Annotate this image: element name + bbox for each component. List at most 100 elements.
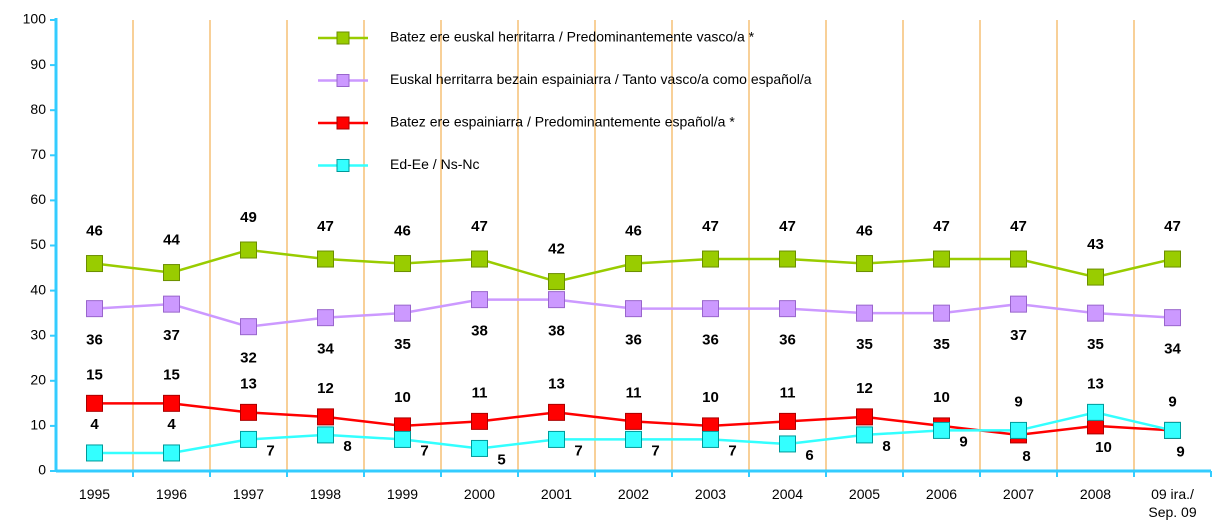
x-tick-label: 2005: [848, 486, 881, 502]
marker: [702, 250, 719, 268]
marker: [163, 444, 180, 462]
marker: [856, 304, 873, 322]
marker: [471, 250, 488, 268]
data-label: 34: [317, 341, 334, 358]
data-label: 8: [882, 438, 890, 455]
y-tick-label: 60: [30, 191, 46, 207]
data-label: 4: [90, 416, 99, 433]
data-label: 35: [394, 336, 411, 353]
y-tick-label: 20: [30, 372, 46, 388]
legend-label: Batez ere euskal herritarra / Predominan…: [390, 29, 755, 45]
legend-label: Batez ere espainiarra / Predominantement…: [390, 114, 735, 130]
marker: [1164, 309, 1181, 327]
marker: [240, 430, 257, 448]
y-tick-label: 30: [30, 326, 46, 342]
marker: [856, 426, 873, 444]
marker: [548, 430, 565, 448]
data-label: 37: [1010, 327, 1027, 344]
data-label: 13: [548, 375, 565, 392]
x-tick-label: 2007: [1002, 486, 1035, 502]
data-label: 36: [779, 332, 796, 349]
y-tick-label: 50: [30, 236, 46, 252]
data-label: 36: [86, 332, 103, 349]
data-label: 46: [86, 223, 103, 240]
data-label: 11: [472, 384, 488, 401]
data-label: 47: [933, 218, 950, 235]
data-label: 38: [471, 323, 488, 340]
marker: [1087, 304, 1104, 322]
y-tick-label: 70: [30, 146, 46, 162]
marker: [240, 403, 257, 421]
marker: [702, 430, 719, 448]
data-label: 42: [548, 241, 565, 258]
data-label: 9: [1014, 393, 1022, 410]
x-tick-label: 1999: [386, 486, 419, 502]
data-label: 7: [420, 442, 428, 459]
marker: [702, 300, 719, 318]
marker: [317, 408, 334, 426]
data-label: 5: [497, 451, 505, 468]
marker: [933, 421, 950, 439]
y-tick-label: 10: [30, 417, 46, 433]
data-label: 32: [240, 350, 257, 367]
x-tick-label: 1998: [309, 486, 342, 502]
data-label: 47: [1010, 218, 1027, 235]
data-label: 7: [651, 442, 659, 459]
marker: [86, 300, 103, 318]
marker: [471, 439, 488, 457]
data-label: 7: [266, 442, 274, 459]
data-label: 15: [163, 366, 180, 383]
data-label: 15: [86, 366, 103, 383]
data-label: 7: [574, 442, 582, 459]
marker: [317, 309, 334, 327]
marker: [471, 291, 488, 309]
marker: [625, 255, 642, 273]
data-label: 46: [394, 223, 411, 240]
data-label: 36: [625, 332, 642, 349]
data-label: 35: [933, 336, 950, 353]
data-label: 8: [1022, 448, 1030, 465]
marker: [163, 295, 180, 313]
marker: [394, 255, 411, 273]
data-label: 47: [317, 218, 334, 235]
marker: [779, 435, 796, 453]
marker: [779, 250, 796, 268]
data-label: 35: [856, 336, 873, 353]
marker: [1164, 250, 1181, 268]
marker: [240, 318, 257, 336]
marker: [933, 304, 950, 322]
legend-label: Ed-Ee / Ns-Nc: [390, 156, 479, 172]
y-tick-label: 0: [38, 462, 46, 478]
data-label: 38: [548, 323, 565, 340]
x-tick-label: 09 ira./ Sep. 09: [1148, 486, 1197, 520]
data-label: 10: [1095, 439, 1112, 456]
x-tick-label: 2006: [925, 486, 958, 502]
data-label: 47: [779, 218, 796, 235]
x-tick-label: 2008: [1079, 486, 1112, 502]
marker: [471, 412, 488, 430]
x-tick-label: 2000: [463, 486, 496, 502]
marker: [548, 403, 565, 421]
x-tick-label: 2002: [617, 486, 650, 502]
marker: [1010, 421, 1027, 439]
data-label: 10: [933, 389, 950, 406]
marker: [317, 426, 334, 444]
data-label: 49: [240, 209, 257, 226]
data-label: 4: [167, 416, 176, 433]
marker: [394, 430, 411, 448]
data-label: 47: [1164, 218, 1181, 235]
legend-marker: [336, 31, 350, 45]
marker: [548, 273, 565, 291]
marker: [933, 250, 950, 268]
marker: [779, 300, 796, 318]
data-label: 34: [1164, 341, 1181, 358]
x-tick-label: 1997: [232, 486, 265, 502]
marker: [317, 250, 334, 268]
marker: [240, 241, 257, 259]
data-label: 47: [471, 218, 488, 235]
y-tick-label: 80: [30, 101, 46, 117]
y-tick-label: 100: [23, 11, 47, 27]
data-label: 35: [1087, 336, 1104, 353]
